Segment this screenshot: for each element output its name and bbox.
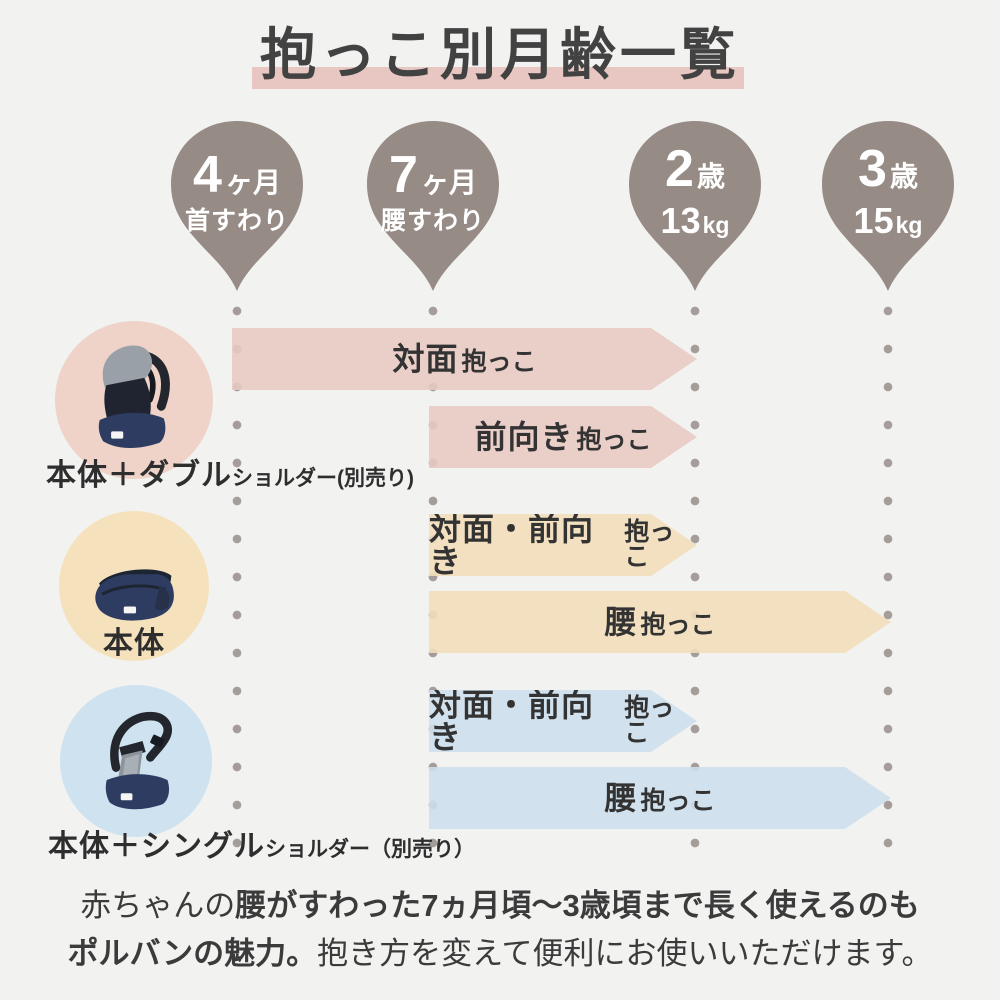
milestone-pin-7months: 7 ヶ月 腰すわり — [363, 118, 503, 294]
product-circle-double-shoulder — [55, 321, 213, 479]
page-title: 抱っこ別月齢一覧 — [260, 23, 740, 86]
product-label-double-shoulder: 本体＋ダブル ショルダー(別売り) — [46, 461, 414, 491]
footer-line-1: 赤ちゃんの腰がすわった7ヵ月頃～3歳頃まで長く使えるのも — [80, 888, 920, 923]
milestone-pin-text: 7 ヶ月 腰すわり — [363, 118, 503, 258]
milestone-subline: 首すわり — [184, 206, 289, 235]
band-forward-facing-carry: 前向き 抱っこ — [429, 406, 697, 468]
band-label: 腰抱っこ — [604, 780, 716, 816]
milestone-weight: 13 — [660, 200, 701, 241]
carrier-single-shoulder-icon — [105, 711, 172, 809]
product-name-sub: ショルダー（別売り） — [265, 838, 475, 861]
band-label: 対面 抱っこ — [392, 341, 537, 377]
milestone-weight: 15 — [853, 200, 894, 241]
guide-dots-2years — [690, 302, 700, 868]
product-circle-main-body — [59, 511, 209, 661]
product-circle-single-shoulder — [60, 685, 212, 837]
page-title-wrap: 抱っこ別月齢一覧 — [0, 22, 1000, 88]
band-label: 前向き 抱っこ — [474, 419, 652, 455]
band-facing-carry: 対面 抱っこ — [232, 328, 697, 390]
band-label: 腰抱っこ — [604, 604, 716, 640]
milestone-pin-4months: 4 ヶ月 首すわり — [167, 118, 307, 294]
milestone-unit: 歳 — [696, 161, 725, 192]
band-hip-carry-body: 腰抱っこ — [429, 591, 891, 653]
balloon-icon — [367, 121, 499, 291]
balloon-icon — [629, 121, 761, 291]
band-facing-forward-carry-body: 対面・前向き 抱っこ — [429, 514, 697, 576]
guide-dots-4months — [232, 302, 242, 868]
milestone-value: 3 — [858, 140, 887, 198]
product-label-single-shoulder: 本体＋シングル ショルダー（別売り） — [48, 832, 475, 862]
milestone-weight-unit: kg — [702, 212, 730, 238]
title-underline-bar — [252, 67, 744, 89]
carrier-double-shoulder-icon — [99, 345, 171, 449]
balloon-icon — [171, 121, 303, 291]
product-name-main: 本体＋シングル — [48, 830, 265, 863]
milestone-weight-unit: kg — [895, 212, 923, 238]
product-label-main-body: 本体 — [59, 629, 209, 659]
band-label: 対面・前向き 抱っこ — [429, 511, 675, 579]
milestone-value: 7 — [389, 145, 418, 204]
footer-description: 赤ちゃんの腰がすわった7ヵ月頃～3歳頃まで長く使えるのも ポルバンの魅力。抱き方… — [0, 882, 1000, 978]
footer-line-2: ポルバンの魅力。抱き方を変えて便利にお使いいただけます。 — [67, 936, 933, 971]
milestone-unit: ヶ月 — [420, 166, 477, 198]
guide-dots-3years — [883, 302, 893, 868]
band-facing-forward-carry-single: 対面・前向き 抱っこ — [429, 690, 697, 752]
product-name-main: 本体 — [103, 627, 165, 660]
milestone-value: 2 — [665, 140, 694, 198]
milestone-unit: 歳 — [889, 161, 918, 192]
band-hip-carry-single: 腰抱っこ — [429, 767, 891, 829]
milestone-pin-text: 4 ヶ月 首すわり — [167, 118, 307, 258]
balloon-icon — [822, 121, 954, 291]
milestone-value: 4 — [193, 145, 222, 204]
guide-dots-7months — [428, 302, 438, 868]
milestone-unit: ヶ月 — [224, 166, 281, 198]
band-label: 対面・前向き 抱っこ — [429, 687, 675, 755]
milestone-subline: 腰すわり — [380, 206, 485, 235]
product-name-sub: ショルダー(別売り) — [232, 467, 414, 490]
product-name-main: 本体＋ダブル — [46, 459, 232, 492]
hip-seat-icon — [94, 568, 174, 621]
